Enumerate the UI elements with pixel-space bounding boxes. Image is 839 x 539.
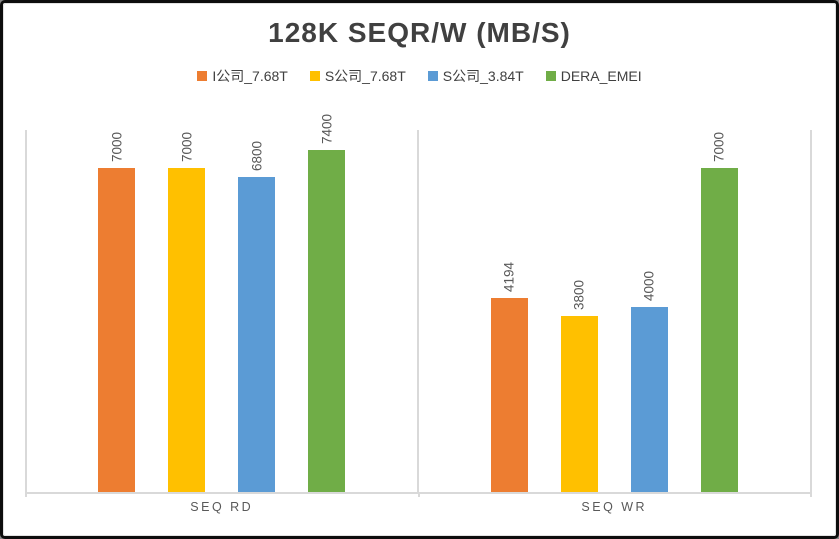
chart-bar[interactable]: 7000 bbox=[98, 132, 136, 492]
chart-bar[interactable]: 7000 bbox=[700, 132, 738, 492]
bar-value-label: 7400 bbox=[319, 113, 335, 144]
legend-swatch bbox=[545, 71, 556, 81]
category-axis-label: SEQ WR bbox=[581, 500, 648, 514]
legend-label: S公司_7.68T bbox=[324, 68, 406, 84]
chart-bar[interactable]: 7400 bbox=[308, 114, 346, 492]
legend-label: S公司_3.84T bbox=[442, 68, 524, 84]
chart-legend: I公司_7.68T S公司_7.68T S公司_3.84T DERA_EMEI bbox=[3, 66, 836, 86]
category-panel: 7000 7000 6800 7400 SEQ RD bbox=[27, 114, 419, 514]
legend-item[interactable]: S公司_3.84T bbox=[427, 66, 524, 86]
category-axis-label: SEQ RD bbox=[190, 500, 254, 514]
chart-bar[interactable]: 3800 bbox=[560, 280, 598, 492]
axis-tick bbox=[25, 492, 27, 497]
legend-swatch bbox=[309, 71, 320, 81]
category-panel: 4194 3800 4000 7000 SEQ WR bbox=[419, 130, 811, 514]
legend-label: I公司_7.68T bbox=[212, 68, 288, 84]
bar-value-label: 7000 bbox=[711, 131, 727, 162]
legend-swatch bbox=[427, 71, 438, 81]
legend-item[interactable]: DERA_EMEI bbox=[545, 68, 642, 84]
legend-item[interactable]: I公司_7.68T bbox=[197, 66, 288, 86]
chart-bar[interactable]: 4194 bbox=[490, 262, 528, 492]
bar-value-label: 4000 bbox=[641, 270, 657, 301]
chart-title: 128K SEQR/W (MB/S) bbox=[268, 17, 571, 48]
chart-bar[interactable]: 4000 bbox=[630, 271, 668, 492]
bar-value-label: 6800 bbox=[249, 140, 265, 171]
bar-value-label: 4194 bbox=[501, 261, 517, 292]
legend-item[interactable]: S公司_7.68T bbox=[309, 66, 406, 86]
axis-tick bbox=[417, 492, 420, 497]
plot-area: 7000 7000 6800 7400 SEQ RD 4194 3800 4000 7000 SE… bbox=[25, 114, 812, 514]
bar-value-label: 7000 bbox=[109, 131, 125, 162]
legend-label: DERA_EMEI bbox=[560, 68, 642, 84]
legend-swatch bbox=[197, 71, 208, 81]
chart-bar[interactable]: 6800 bbox=[238, 141, 276, 492]
bar-value-label: 7000 bbox=[179, 131, 195, 162]
axis-tick bbox=[810, 492, 812, 497]
chart-bar[interactable]: 7000 bbox=[168, 132, 206, 492]
bar-value-label: 3800 bbox=[571, 279, 587, 310]
